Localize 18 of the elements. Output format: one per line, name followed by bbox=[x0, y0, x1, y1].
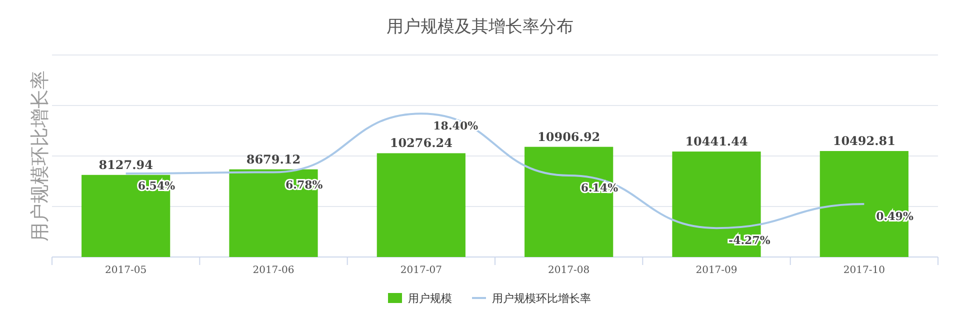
data-label: 8127.94 bbox=[98, 158, 153, 172]
chart-title: 用户规模及其增长率分布 bbox=[386, 17, 574, 36]
data-label: 10276.24 bbox=[390, 136, 452, 150]
data-label: 10441.44 bbox=[685, 134, 748, 149]
x-tick-label: 2017-09 bbox=[696, 265, 738, 276]
x-tick-label: 2017-06 bbox=[252, 265, 294, 276]
legend-label: 用户规模环比增长率 bbox=[492, 292, 591, 305]
y-axis-title: 用户规模环比增长率 bbox=[29, 70, 51, 242]
x-tick-label: 2017-08 bbox=[548, 265, 590, 276]
data-label: 8679.12 bbox=[246, 152, 301, 166]
data-label: 18.40% bbox=[433, 120, 479, 133]
x-tick-label: 2017-05 bbox=[105, 265, 147, 276]
data-label: 10492.81 bbox=[832, 134, 896, 148]
bar bbox=[376, 153, 466, 257]
x-tick-label: 2017-07 bbox=[400, 265, 442, 276]
x-tick-label: 2017-10 bbox=[843, 265, 885, 276]
legend-label: 用户规模 bbox=[408, 292, 452, 305]
data-label: 10906.92 bbox=[538, 130, 600, 144]
